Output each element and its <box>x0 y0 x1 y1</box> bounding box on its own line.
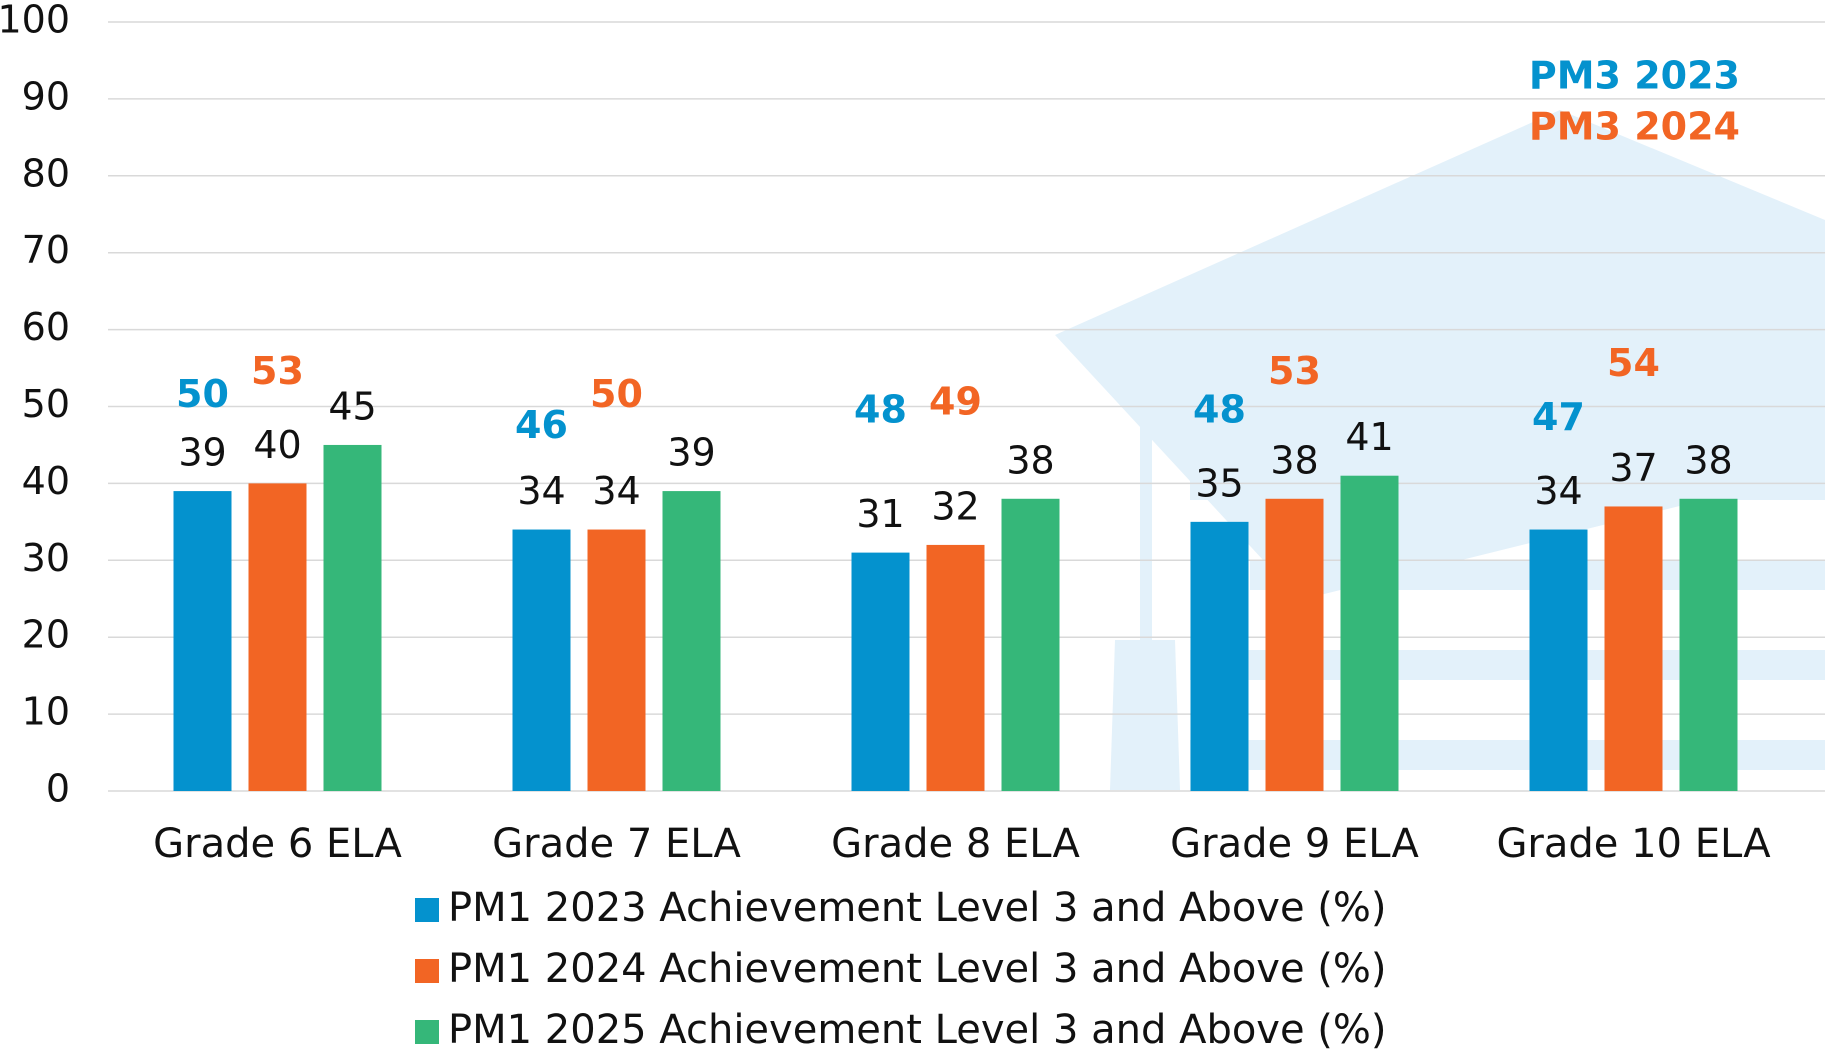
data-label: 39 <box>667 431 715 475</box>
y-tick-label: 90 <box>22 74 70 118</box>
y-tick-label: 70 <box>22 228 70 272</box>
data-label: 31 <box>856 492 904 536</box>
data-label: 34 <box>517 469 565 513</box>
x-tick-label: Grade 8 ELA <box>831 821 1080 867</box>
y-tick-label: 60 <box>22 305 70 349</box>
bar <box>249 483 307 791</box>
legend-swatch <box>415 898 439 922</box>
data-label: 34 <box>592 469 640 513</box>
bar <box>1266 499 1324 791</box>
bar <box>927 545 985 791</box>
y-tick-label: 30 <box>22 536 70 580</box>
y-tick-label: 10 <box>22 690 70 734</box>
data-label: 32 <box>931 484 979 528</box>
pm3-label: 54 <box>1607 341 1660 385</box>
data-label: 37 <box>1609 446 1657 490</box>
bar <box>1341 476 1399 791</box>
x-tick-label: Grade 9 ELA <box>1170 821 1419 867</box>
legend-swatch <box>415 959 439 983</box>
data-label: 34 <box>1534 469 1582 513</box>
bar <box>324 445 382 791</box>
bar <box>1680 499 1738 791</box>
y-tick-label: 80 <box>22 151 70 195</box>
y-tick-label: 50 <box>22 382 70 426</box>
bar <box>1191 522 1249 791</box>
chart: 0 10 20 30 40 50 60 70 80 90 100 Grade 6 ELA 39 40 45 5… <box>0 0 1825 1058</box>
bar <box>852 553 910 791</box>
data-label: 38 <box>1270 438 1318 482</box>
bar <box>588 530 646 791</box>
pm3-legend-label: PM3 2024 <box>1529 105 1740 149</box>
bar <box>174 491 232 791</box>
pm3-legend-label: PM3 2023 <box>1529 54 1740 98</box>
bar <box>513 530 571 791</box>
x-tick-label: Grade 10 ELA <box>1496 821 1771 867</box>
pm3-label: 49 <box>929 380 982 424</box>
data-label: 41 <box>1345 415 1393 459</box>
data-label: 38 <box>1006 438 1054 482</box>
legend-label: PM1 2023 Achievement Level 3 and Above (… <box>448 885 1387 931</box>
data-label: 45 <box>328 384 376 428</box>
pm3-label: 53 <box>251 349 304 393</box>
y-tick-label: 40 <box>22 459 70 503</box>
legend-label: PM1 2025 Achievement Level 3 and Above (… <box>448 1007 1387 1053</box>
pm3-label: 50 <box>176 372 229 416</box>
pm3-label: 53 <box>1268 349 1321 393</box>
data-label: 40 <box>253 423 301 467</box>
legend-swatch <box>415 1020 439 1044</box>
x-tick-label: Grade 7 ELA <box>492 821 741 867</box>
pm3-label: 48 <box>854 387 907 431</box>
bar <box>663 491 721 791</box>
data-label: 39 <box>178 431 226 475</box>
bar <box>1605 506 1663 791</box>
data-label: 35 <box>1195 461 1243 505</box>
x-tick-label: Grade 6 ELA <box>153 821 402 867</box>
pm3-label: 47 <box>1532 395 1585 439</box>
pm3-label: 48 <box>1193 387 1246 431</box>
bar <box>1530 530 1588 791</box>
y-tick-label: 20 <box>22 613 70 657</box>
legend-label: PM1 2024 Achievement Level 3 and Above (… <box>448 946 1387 992</box>
pm3-label: 50 <box>590 372 643 416</box>
pm3-label: 46 <box>515 403 568 447</box>
y-tick-label: 0 <box>46 767 70 811</box>
data-label: 38 <box>1684 438 1732 482</box>
y-tick-label: 100 <box>0 0 70 42</box>
bar <box>1002 499 1060 791</box>
